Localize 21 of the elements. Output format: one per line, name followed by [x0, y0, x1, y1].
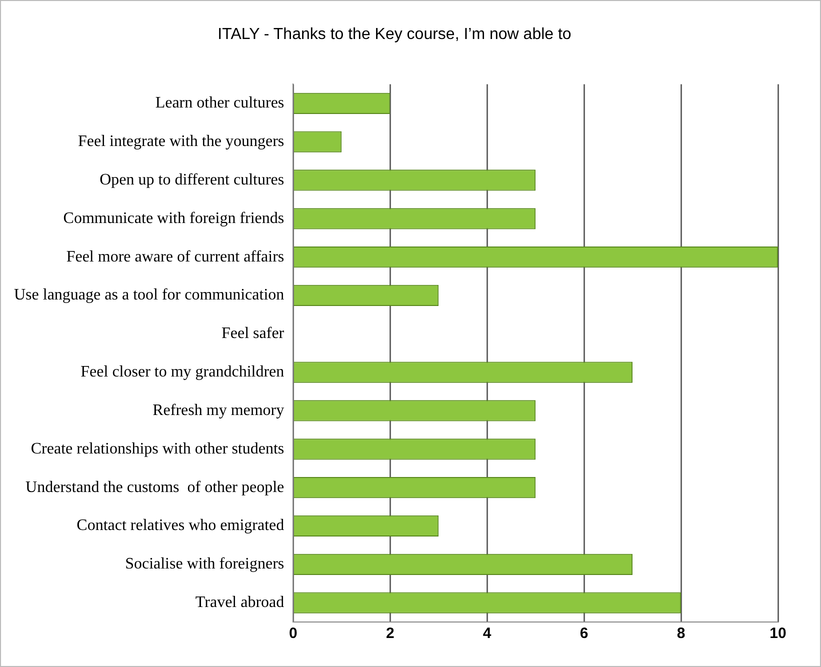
y-tick-label: Feel integrate with the youngers	[78, 133, 284, 150]
y-tick-label: Create relationships with other students	[30, 440, 284, 458]
x-tick-label: 8	[676, 625, 686, 642]
y-tick-label: Learn other cultures	[155, 94, 284, 112]
x-tick-label: 0	[288, 625, 298, 642]
y-tick-label: Understand the customs of other people	[26, 478, 284, 496]
x-tick-label: 4	[482, 625, 492, 642]
x-tick-label: 6	[580, 625, 588, 642]
y-tick-label: Feel more aware of current affairs	[66, 248, 284, 266]
x-tick-label: 10	[770, 625, 786, 642]
y-tick-label: Open up to different cultures	[100, 171, 284, 188]
x-tick-label: 2	[386, 625, 394, 642]
y-tick-label: Socialise with foreigners	[125, 556, 284, 573]
y-tick-label: Contact relatives who emigrated	[76, 517, 284, 534]
y-tick-label: Feel closer to my grandchildren	[80, 364, 284, 381]
y-tick-label: Communicate with foreign friends	[63, 210, 284, 227]
y-tick-label: Refresh my memory	[152, 402, 284, 419]
y-tick-label: Travel abroad	[195, 594, 284, 611]
y-tick-label: Use language as a tool for communication	[14, 286, 284, 304]
chart-title: ITALY - Thanks to the Key course, I’m now able to	[218, 26, 572, 44]
y-tick-label: Feel safer	[222, 325, 285, 342]
